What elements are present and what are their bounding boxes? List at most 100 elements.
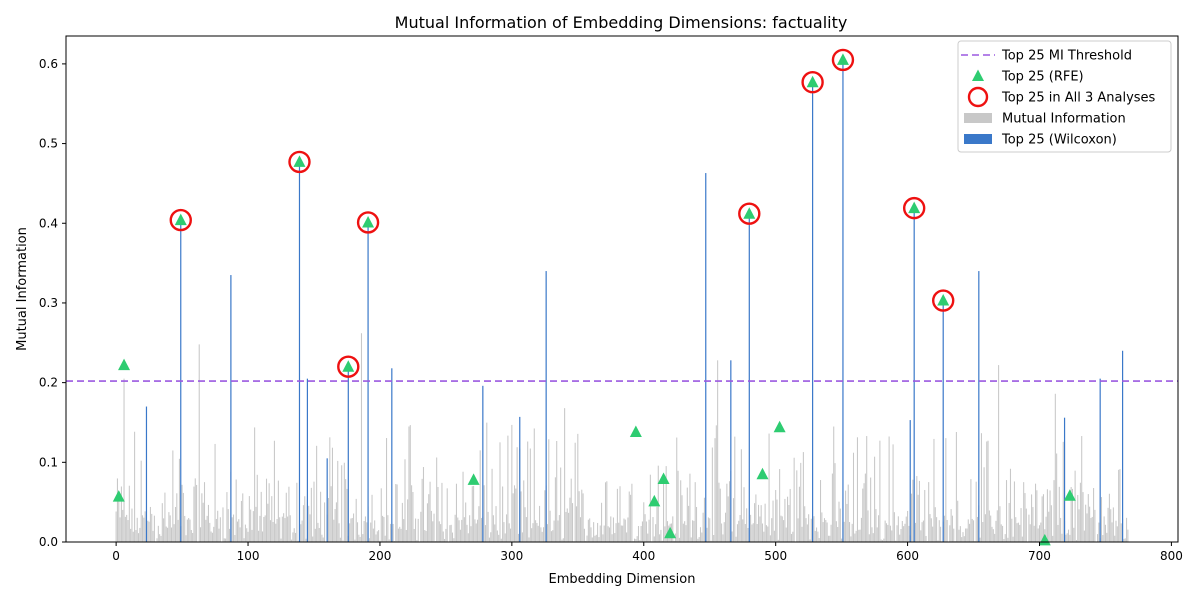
mi-bar <box>300 524 302 542</box>
mi-bar <box>189 519 191 542</box>
mi-bar <box>194 478 196 542</box>
mi-bar <box>663 483 665 542</box>
mi-bar <box>953 528 955 542</box>
mi-bar <box>408 426 410 542</box>
all3-circles <box>169 48 955 378</box>
mi-bar <box>186 519 188 542</box>
mi-bar <box>115 511 117 542</box>
mi-bar <box>763 531 765 542</box>
mi-bar <box>884 520 886 542</box>
mi-bar <box>308 505 310 542</box>
mi-bar <box>397 528 399 542</box>
mi-bar <box>684 521 686 542</box>
mi-bar <box>536 523 538 542</box>
x-tick-label: 0 <box>112 549 120 563</box>
mi-bar <box>118 493 120 542</box>
mi-bar <box>411 485 413 542</box>
mi-bar <box>119 517 121 542</box>
mi-bar <box>726 483 728 542</box>
mi-bar <box>301 520 303 542</box>
mi-bar <box>1104 524 1106 542</box>
mi-bar <box>847 484 849 542</box>
mi-bar <box>602 534 604 542</box>
legend-label: Top 25 in All 3 Analyses <box>1001 91 1156 106</box>
mi-bar <box>279 517 281 542</box>
mi-bar <box>269 520 271 542</box>
mi-bar <box>1123 538 1125 542</box>
mi-bar <box>285 492 287 542</box>
mi-bar <box>776 499 778 542</box>
mi-bar <box>1053 480 1055 542</box>
mi-bar <box>293 528 295 542</box>
wilcoxon-bar <box>842 59 844 542</box>
mi-bar <box>182 492 184 542</box>
mi-bar <box>1110 509 1112 542</box>
y-tick-label: 0.2 <box>39 376 58 390</box>
mi-bar <box>597 522 599 542</box>
mi-bar <box>982 521 984 542</box>
mi-bar <box>714 438 716 542</box>
mi-bar <box>933 438 935 542</box>
mi-bar <box>372 528 374 542</box>
mi-bar <box>614 533 616 542</box>
mi-bar <box>760 505 762 542</box>
mi-bar <box>866 436 868 542</box>
mi-bar <box>305 538 307 542</box>
mi-bar <box>173 524 175 542</box>
mi-bar <box>792 531 794 542</box>
mi-bar <box>192 533 194 542</box>
legend-frame <box>957 40 1172 153</box>
mi-bar <box>851 523 853 542</box>
mi-bar <box>892 444 894 542</box>
wilcoxon-bar <box>145 406 148 542</box>
mi-bar <box>785 527 787 542</box>
mi-bar <box>1057 524 1059 542</box>
mi-bar <box>122 509 124 542</box>
mi-bar <box>627 517 629 542</box>
mi-bar <box>599 525 601 542</box>
mi-bar <box>407 499 409 542</box>
mi-bar <box>601 502 603 542</box>
mi-bar <box>525 517 527 542</box>
mi-bar <box>665 466 667 542</box>
mi-bar <box>1074 470 1076 542</box>
wilcoxon-bar <box>909 420 911 542</box>
mi-bar <box>591 537 593 542</box>
mi-bar <box>219 517 221 542</box>
mi-bar <box>403 519 405 542</box>
mi-bar <box>380 488 382 542</box>
mi-bar <box>661 540 663 542</box>
mi-bar <box>1106 532 1108 542</box>
mi-bar <box>490 532 492 542</box>
wilcoxon-bar <box>545 271 547 542</box>
mi-bar <box>263 516 265 542</box>
rfe-markers <box>112 53 1076 546</box>
mi-bar <box>268 483 270 542</box>
mi-bar <box>706 527 708 542</box>
mi-bar <box>205 519 207 542</box>
mi-bar <box>429 481 431 542</box>
mi-bar <box>557 520 559 542</box>
mi-bar <box>201 493 203 542</box>
mi-bar <box>172 450 174 542</box>
mi-bar <box>1002 525 1004 542</box>
mi-bar <box>644 514 646 542</box>
mi-bar <box>371 494 373 542</box>
mi-bar <box>1071 488 1073 542</box>
mi-bar <box>983 467 985 542</box>
mi-bar <box>619 486 621 542</box>
mi-bar <box>375 534 377 542</box>
mi-bar <box>417 518 419 542</box>
rfe-marker <box>657 472 670 485</box>
mi-bar <box>814 530 816 542</box>
mi-bar <box>622 525 624 542</box>
mi-bar <box>930 518 932 542</box>
mi-bar <box>143 517 145 542</box>
mi-bar <box>484 525 487 542</box>
mi-bar <box>504 533 506 542</box>
mi-bar <box>899 534 901 542</box>
mi-bar <box>1078 509 1080 542</box>
mi-bar <box>449 525 451 542</box>
wilcoxon-bar <box>705 173 707 542</box>
mi-bar <box>1090 517 1092 542</box>
